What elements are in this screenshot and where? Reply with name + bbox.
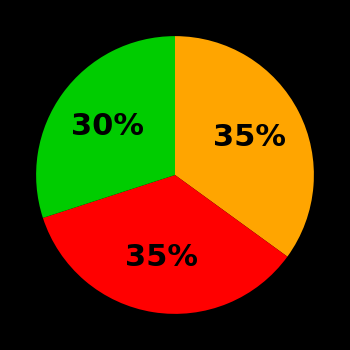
Text: 35%: 35%	[213, 122, 286, 152]
Wedge shape	[36, 36, 175, 218]
Text: 30%: 30%	[71, 112, 144, 140]
Text: 35%: 35%	[125, 243, 198, 272]
Wedge shape	[43, 175, 287, 314]
Wedge shape	[175, 36, 314, 257]
